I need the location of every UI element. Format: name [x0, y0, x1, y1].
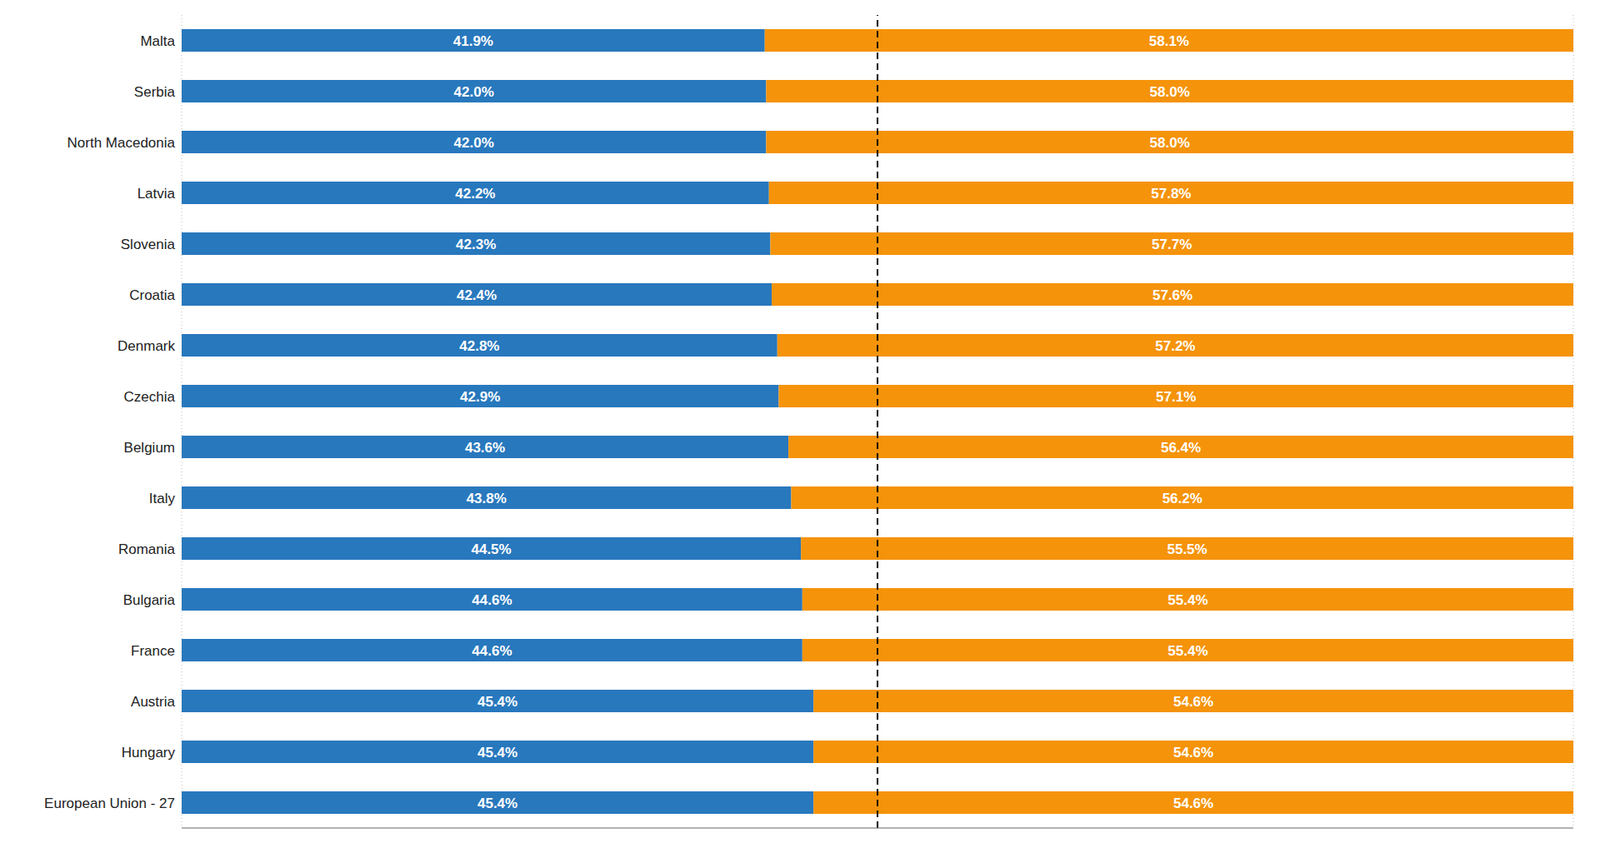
svg-text:Belgium: Belgium: [124, 440, 175, 456]
svg-text:42.8%: 42.8%: [459, 338, 500, 355]
svg-text:41.9%: 41.9%: [453, 33, 494, 50]
svg-text:42.2%: 42.2%: [455, 185, 495, 202]
svg-text:44.6%: 44.6%: [471, 643, 512, 660]
svg-text:44.5%: 44.5%: [470, 541, 511, 558]
svg-text:Italy: Italy: [149, 490, 176, 507]
svg-text:France: France: [130, 643, 175, 660]
svg-text:43.8%: 43.8%: [466, 490, 507, 507]
svg-text:North Macedonia: North Macedonia: [67, 135, 176, 151]
svg-text:57.1%: 57.1%: [1155, 389, 1196, 405]
svg-text:Serbia: Serbia: [134, 84, 176, 100]
svg-text:Hungary: Hungary: [121, 745, 176, 761]
svg-text:Bulgaria: Bulgaria: [123, 592, 176, 609]
svg-text:Malta: Malta: [140, 33, 175, 50]
svg-text:Romania: Romania: [118, 541, 176, 558]
svg-text:55.4%: 55.4%: [1167, 592, 1208, 609]
svg-text:Latvia: Latvia: [137, 185, 176, 202]
svg-text:Slovenia: Slovenia: [120, 236, 176, 253]
svg-text:57.8%: 57.8%: [1150, 185, 1191, 202]
svg-text:42.3%: 42.3%: [455, 236, 496, 253]
svg-text:42.0%: 42.0%: [454, 135, 495, 151]
svg-text:44.6%: 44.6%: [471, 592, 512, 609]
svg-text:45.4%: 45.4%: [477, 795, 518, 812]
svg-text:Denmark: Denmark: [117, 338, 175, 355]
svg-text:Austria: Austria: [130, 694, 175, 710]
svg-text:58.0%: 58.0%: [1150, 84, 1190, 100]
svg-text:57.6%: 57.6%: [1152, 287, 1193, 304]
svg-text:42.9%: 42.9%: [460, 389, 500, 405]
svg-text:European Union - 27: European Union - 27: [44, 795, 175, 812]
svg-text:42.0%: 42.0%: [454, 84, 495, 100]
svg-text:54.6%: 54.6%: [1173, 795, 1214, 812]
svg-text:58.0%: 58.0%: [1150, 135, 1190, 151]
svg-text:54.6%: 54.6%: [1173, 694, 1214, 710]
svg-text:57.7%: 57.7%: [1151, 236, 1192, 253]
svg-text:54.6%: 54.6%: [1173, 745, 1214, 761]
svg-text:45.4%: 45.4%: [477, 694, 518, 710]
svg-text:56.2%: 56.2%: [1162, 490, 1203, 507]
svg-text:55.4%: 55.4%: [1167, 643, 1208, 660]
svg-text:56.4%: 56.4%: [1160, 440, 1201, 456]
svg-text:42.4%: 42.4%: [456, 287, 497, 304]
svg-text:Croatia: Croatia: [129, 287, 175, 304]
svg-text:57.2%: 57.2%: [1155, 338, 1195, 355]
svg-text:43.6%: 43.6%: [465, 440, 505, 456]
svg-text:55.5%: 55.5%: [1166, 541, 1207, 558]
svg-text:45.4%: 45.4%: [477, 745, 518, 761]
svg-text:58.1%: 58.1%: [1149, 33, 1190, 50]
svg-text:Czechia: Czechia: [124, 389, 176, 405]
